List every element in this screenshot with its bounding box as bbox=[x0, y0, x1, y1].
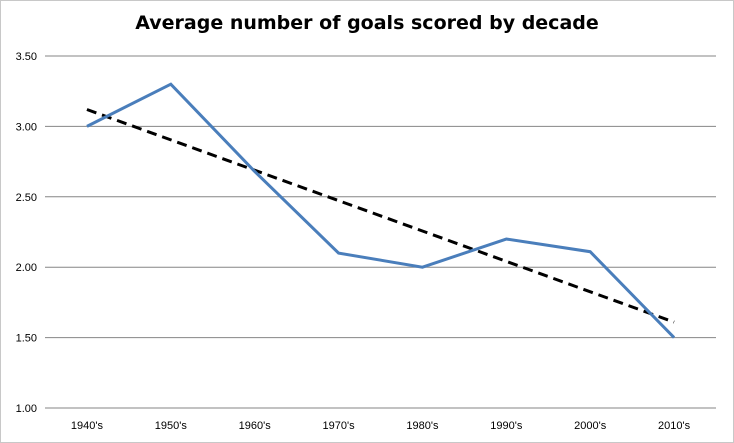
x-axis-ticks: 1940's 1950's 1960's 1970's 1980's 1990's 2000… bbox=[71, 420, 691, 432]
x-tick-label: 1970's bbox=[323, 420, 356, 432]
x-tick-label: 2000's bbox=[574, 420, 607, 432]
y-tick-label: 3.00 bbox=[16, 121, 37, 133]
y-tick-label: 1.00 bbox=[16, 403, 37, 415]
trendline bbox=[86, 108, 675, 324]
x-tick-label: 1990's bbox=[490, 420, 523, 432]
y-tick-label: 2.00 bbox=[16, 262, 37, 274]
series-line bbox=[86, 82, 676, 339]
y-tick-label: 1.50 bbox=[16, 333, 37, 345]
x-tick-label: 1940's bbox=[71, 420, 104, 432]
trendline-group bbox=[86, 108, 675, 324]
y-axis-ticks: 1.00 1.50 2.00 2.50 3.00 3.50 bbox=[16, 51, 37, 415]
x-tick-label: 1980's bbox=[406, 420, 439, 432]
y-tick-label: 2.50 bbox=[16, 192, 37, 204]
chart-title: Average number of goals scored by decade bbox=[135, 12, 599, 34]
x-tick-label: 2010's bbox=[658, 420, 691, 432]
series-group bbox=[86, 82, 676, 339]
gridlines bbox=[45, 55, 716, 409]
x-tick-label: 1950's bbox=[155, 420, 188, 432]
x-tick-label: 1960's bbox=[239, 420, 272, 432]
y-tick-label: 3.50 bbox=[16, 51, 37, 63]
